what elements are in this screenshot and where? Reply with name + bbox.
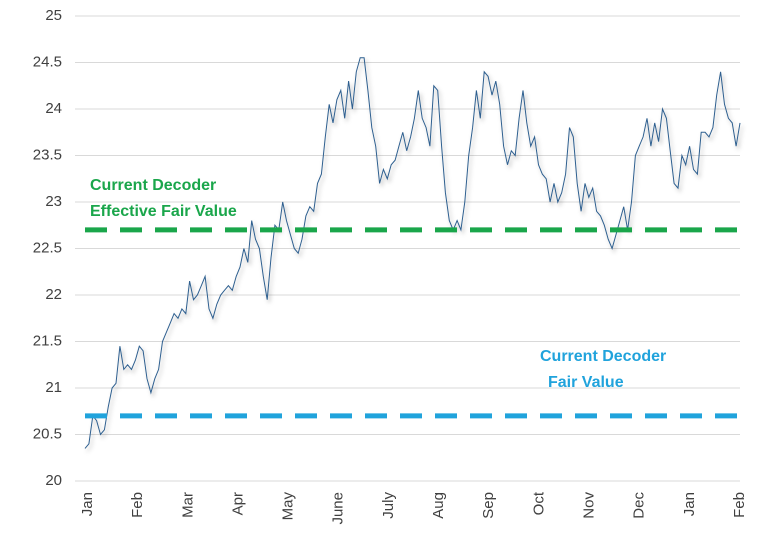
x-tick-label: Nov <box>581 492 598 519</box>
x-tick-label: May <box>280 492 297 521</box>
y-tick-label: 24.5 <box>33 53 62 70</box>
annotation: Current Decoder <box>540 348 666 365</box>
x-tick-label: Jan <box>79 492 96 516</box>
x-tick-label: June <box>330 492 347 525</box>
y-tick-label: 21 <box>45 379 62 396</box>
y-tick-label: 22.5 <box>33 239 62 256</box>
x-tick-label: July <box>380 492 397 519</box>
x-tick-label: Apr <box>229 492 246 515</box>
y-tick-label: 23 <box>45 193 62 210</box>
y-tick-label: 20.5 <box>33 425 62 442</box>
annotation: Current Decoder <box>90 177 216 194</box>
x-tick-label: Oct <box>530 491 547 515</box>
x-tick-label: Dec <box>631 492 648 519</box>
y-tick-label: 24 <box>45 100 62 117</box>
y-tick-label: 23.5 <box>33 146 62 163</box>
x-tick-label: Feb <box>129 492 146 518</box>
x-tick-label: Jan <box>681 492 698 516</box>
y-tick-label: 25 <box>45 7 62 24</box>
y-tick-label: 21.5 <box>33 332 62 349</box>
y-tick-label: 20 <box>45 472 62 489</box>
annotation: Effective Fair Value <box>90 203 237 220</box>
y-tick-label: 22 <box>45 286 62 303</box>
line-series <box>84 57 741 449</box>
x-tick-label: Sep <box>480 492 497 519</box>
x-tick-label: Mar <box>179 492 196 518</box>
annotation: Fair Value <box>548 374 624 391</box>
x-tick-label: Feb <box>731 492 748 518</box>
x-tick-label: Aug <box>430 492 447 519</box>
